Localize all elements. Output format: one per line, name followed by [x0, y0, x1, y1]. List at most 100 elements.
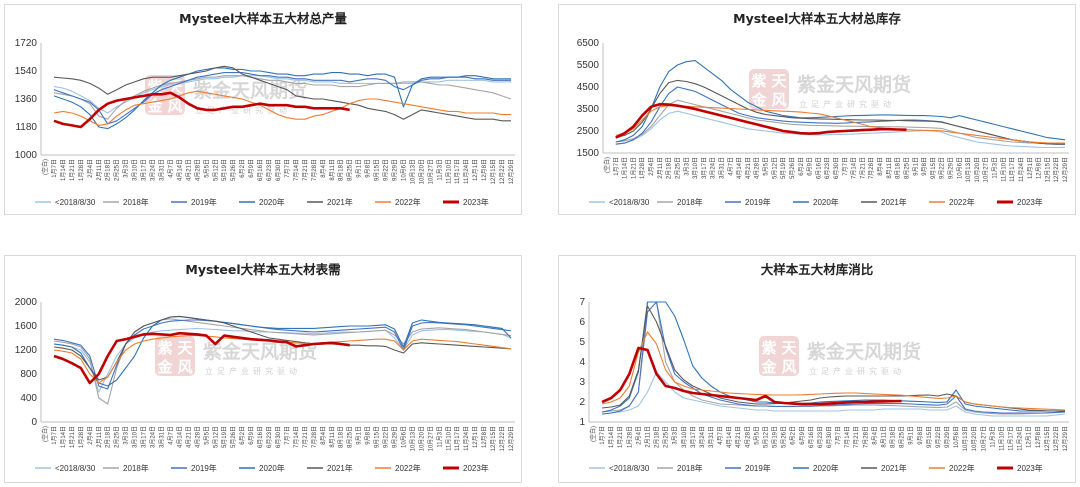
x-tick-label: 6月2日 [239, 426, 246, 445]
watermark-logo-char: 金 [146, 97, 163, 115]
x-tick-label: 3月17日 [701, 157, 708, 179]
watermark-logo-char: 金 [156, 358, 173, 376]
x-tick-label: 6月9日 [807, 157, 814, 176]
legend-label: 2019年 [191, 197, 217, 207]
x-tick-label: 3月3日 [123, 426, 130, 445]
x-tick-label: 4月14日 [736, 157, 743, 179]
x-tick-label: 9月15日 [374, 426, 381, 448]
x-tick-label: 2月4日 [87, 426, 94, 445]
x-tick-label: 8月4日 [320, 426, 327, 445]
x-tick-label: 3月3日 [683, 157, 690, 176]
x-tick-label: 11月24日 [1018, 157, 1025, 182]
chart-panel-production: Mysteel大样本五大材总产量紫天金风紫金天风期货 立足产业研究驱动 1000 11… [4, 4, 522, 215]
x-tick-label: 12月29日 [508, 159, 515, 184]
x-tick-label: 4月7日 [167, 159, 174, 178]
x-tick-label: 5月19日 [780, 157, 787, 179]
x-tick-label: 2月4日 [635, 426, 642, 445]
watermark-logo [155, 336, 195, 376]
x-tick-label: 12月22日 [1053, 426, 1060, 451]
x-tick-label: 6月16日 [257, 159, 264, 181]
x-tick-label: 8月25日 [347, 426, 354, 448]
x-tick-label: 1月28日 [78, 159, 85, 181]
x-tick-label: 9月1日 [356, 159, 363, 178]
x-tick-label: 9月8日 [365, 426, 372, 445]
x-tick-label: 10月13日 [962, 426, 969, 451]
x-tick-label: 1月7日 [599, 426, 606, 445]
x-tick-label: 2月25日 [114, 159, 121, 181]
x-tick-label: 3月10日 [132, 426, 139, 448]
y-tick-label: 1360 [15, 94, 38, 105]
chart-title: Mysteel大样本五大材表需 [185, 262, 340, 277]
chart-panel-stock-ratio: 大样本五大材库消比紫天金风紫金天风期货 立足产业研究驱动 1 2 3 4 5 6 7 (空白) 1月… [558, 255, 1076, 483]
x-tick-label: 4月28日 [194, 159, 201, 181]
x-tick-label: 4月14日 [176, 426, 183, 448]
x-tick-label: 4月21日 [185, 426, 192, 448]
x-tick-label: 9月1日 [356, 426, 363, 445]
x-tick-label: 10月6日 [400, 159, 407, 181]
x-tick-label: 5月5日 [203, 159, 210, 178]
x-tick-label: 11月10日 [445, 159, 452, 184]
x-tick-label: 6月9日 [799, 426, 806, 445]
chart-title: Mysteel大样本五大材总产量 [179, 11, 347, 26]
x-tick-label: 6月16日 [257, 426, 264, 448]
x-tick-label: 12月15日 [490, 426, 497, 451]
chart-panel-inventory: Mysteel大样本五大材总库存紫天金风紫金天风期货 立足产业研究驱动 1500 25… [558, 4, 1076, 215]
x-tick-label: 3月31日 [159, 159, 166, 181]
x-tick-label: 9月1日 [912, 157, 919, 176]
x-tick-label: 5月26日 [789, 157, 796, 179]
x-tick-label: 1月14日 [60, 159, 67, 181]
watermark-brand: 紫金天风期货 [193, 79, 307, 102]
watermark-logo [759, 336, 799, 376]
legend-label: 2018年 [677, 463, 703, 473]
legend-label: <2018/8/30 [55, 464, 96, 473]
x-tick-label: 10月20日 [971, 426, 978, 451]
x-tick-label: (空白) [589, 426, 597, 442]
x-tick-label: 8月4日 [877, 157, 884, 176]
x-tick-label: 3月24日 [699, 426, 706, 448]
watermark-logo-char: 风 [781, 358, 796, 376]
x-tick-label: 9月29日 [392, 426, 399, 448]
x-tick-label: 7月14日 [293, 426, 300, 448]
x-tick-label: 7月21日 [302, 159, 309, 181]
x-tick-label: 4月21日 [735, 426, 742, 448]
x-tick-label: 3月31日 [708, 426, 715, 448]
watermark-logo-char: 紫 [751, 72, 766, 90]
legend-label: 2023年 [1017, 197, 1043, 207]
x-tick-label: 12月15日 [1044, 426, 1051, 451]
x-tick-label: 11月17日 [454, 159, 461, 184]
y-tick-label: 6 [579, 317, 585, 328]
x-tick-label: 1月28日 [78, 426, 85, 448]
series-line-4 [53, 65, 511, 122]
x-tick-label: 3月3日 [123, 159, 130, 178]
series-line-5 [615, 105, 1065, 144]
x-tick-label: 11月3日 [436, 426, 443, 448]
watermark-logo-char: 风 [771, 91, 786, 109]
x-tick-label: 8月4日 [320, 159, 327, 178]
x-tick-label: 10月13日 [965, 157, 972, 182]
x-tick-label: 9月8日 [365, 159, 372, 178]
x-tick-label: 7月7日 [842, 157, 849, 176]
x-tick-label: 1月7日 [51, 426, 58, 445]
x-tick-label: 6月9日 [248, 159, 255, 178]
x-tick-label: 10月6日 [953, 426, 960, 448]
x-tick-label: 9月15日 [374, 159, 381, 181]
x-tick-label: 1月21日 [617, 426, 624, 448]
chart-title: 大样本五大材库消比 [761, 262, 874, 277]
legend-label: 2023年 [1017, 463, 1043, 473]
x-tick-label: 9月15日 [930, 157, 937, 179]
y-tick-label: 1540 [15, 66, 38, 77]
x-tick-label: 12月1日 [1027, 157, 1034, 179]
x-tick-label: 5月19日 [221, 159, 228, 181]
legend-label: 2020年 [259, 197, 285, 207]
x-tick-label: 9月15日 [926, 426, 933, 448]
watermark-brand: 紫金天风期货 [797, 73, 911, 96]
x-tick-label: 12月1日 [1026, 426, 1033, 448]
x-tick-label: 7月28日 [862, 426, 869, 448]
x-tick-label: 9月8日 [921, 157, 928, 176]
x-tick-label: 5月12日 [212, 426, 219, 448]
series-line-6 [53, 331, 350, 385]
x-tick-label: 6月23日 [824, 157, 831, 179]
